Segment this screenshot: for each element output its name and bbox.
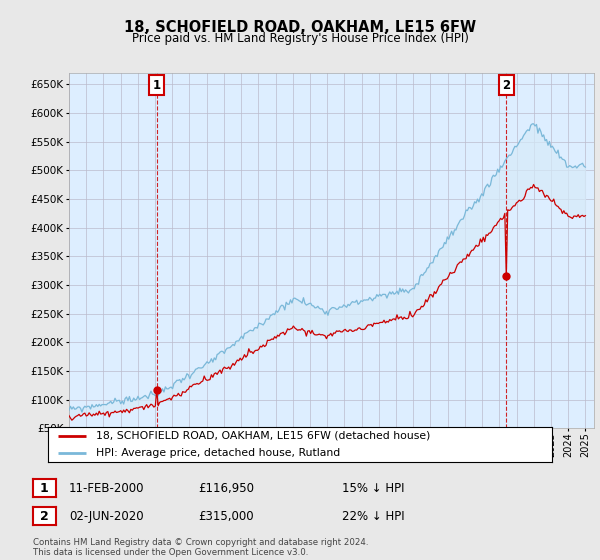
Text: 15% ↓ HPI: 15% ↓ HPI [342, 482, 404, 495]
Text: 11-FEB-2000: 11-FEB-2000 [69, 482, 145, 495]
Text: 22% ↓ HPI: 22% ↓ HPI [342, 510, 404, 523]
Text: 2: 2 [502, 78, 511, 92]
Text: 18, SCHOFIELD ROAD, OAKHAM, LE15 6FW: 18, SCHOFIELD ROAD, OAKHAM, LE15 6FW [124, 20, 476, 35]
Text: Price paid vs. HM Land Registry's House Price Index (HPI): Price paid vs. HM Land Registry's House … [131, 32, 469, 45]
Text: Contains HM Land Registry data © Crown copyright and database right 2024.
This d: Contains HM Land Registry data © Crown c… [33, 538, 368, 557]
Text: HPI: Average price, detached house, Rutland: HPI: Average price, detached house, Rutl… [96, 449, 340, 458]
Text: £116,950: £116,950 [198, 482, 254, 495]
Text: 1: 1 [152, 78, 161, 92]
Text: 1: 1 [40, 482, 49, 495]
Text: 2: 2 [40, 510, 49, 523]
Text: 18, SCHOFIELD ROAD, OAKHAM, LE15 6FW (detached house): 18, SCHOFIELD ROAD, OAKHAM, LE15 6FW (de… [96, 431, 430, 441]
Text: £315,000: £315,000 [198, 510, 254, 523]
Text: 02-JUN-2020: 02-JUN-2020 [69, 510, 143, 523]
